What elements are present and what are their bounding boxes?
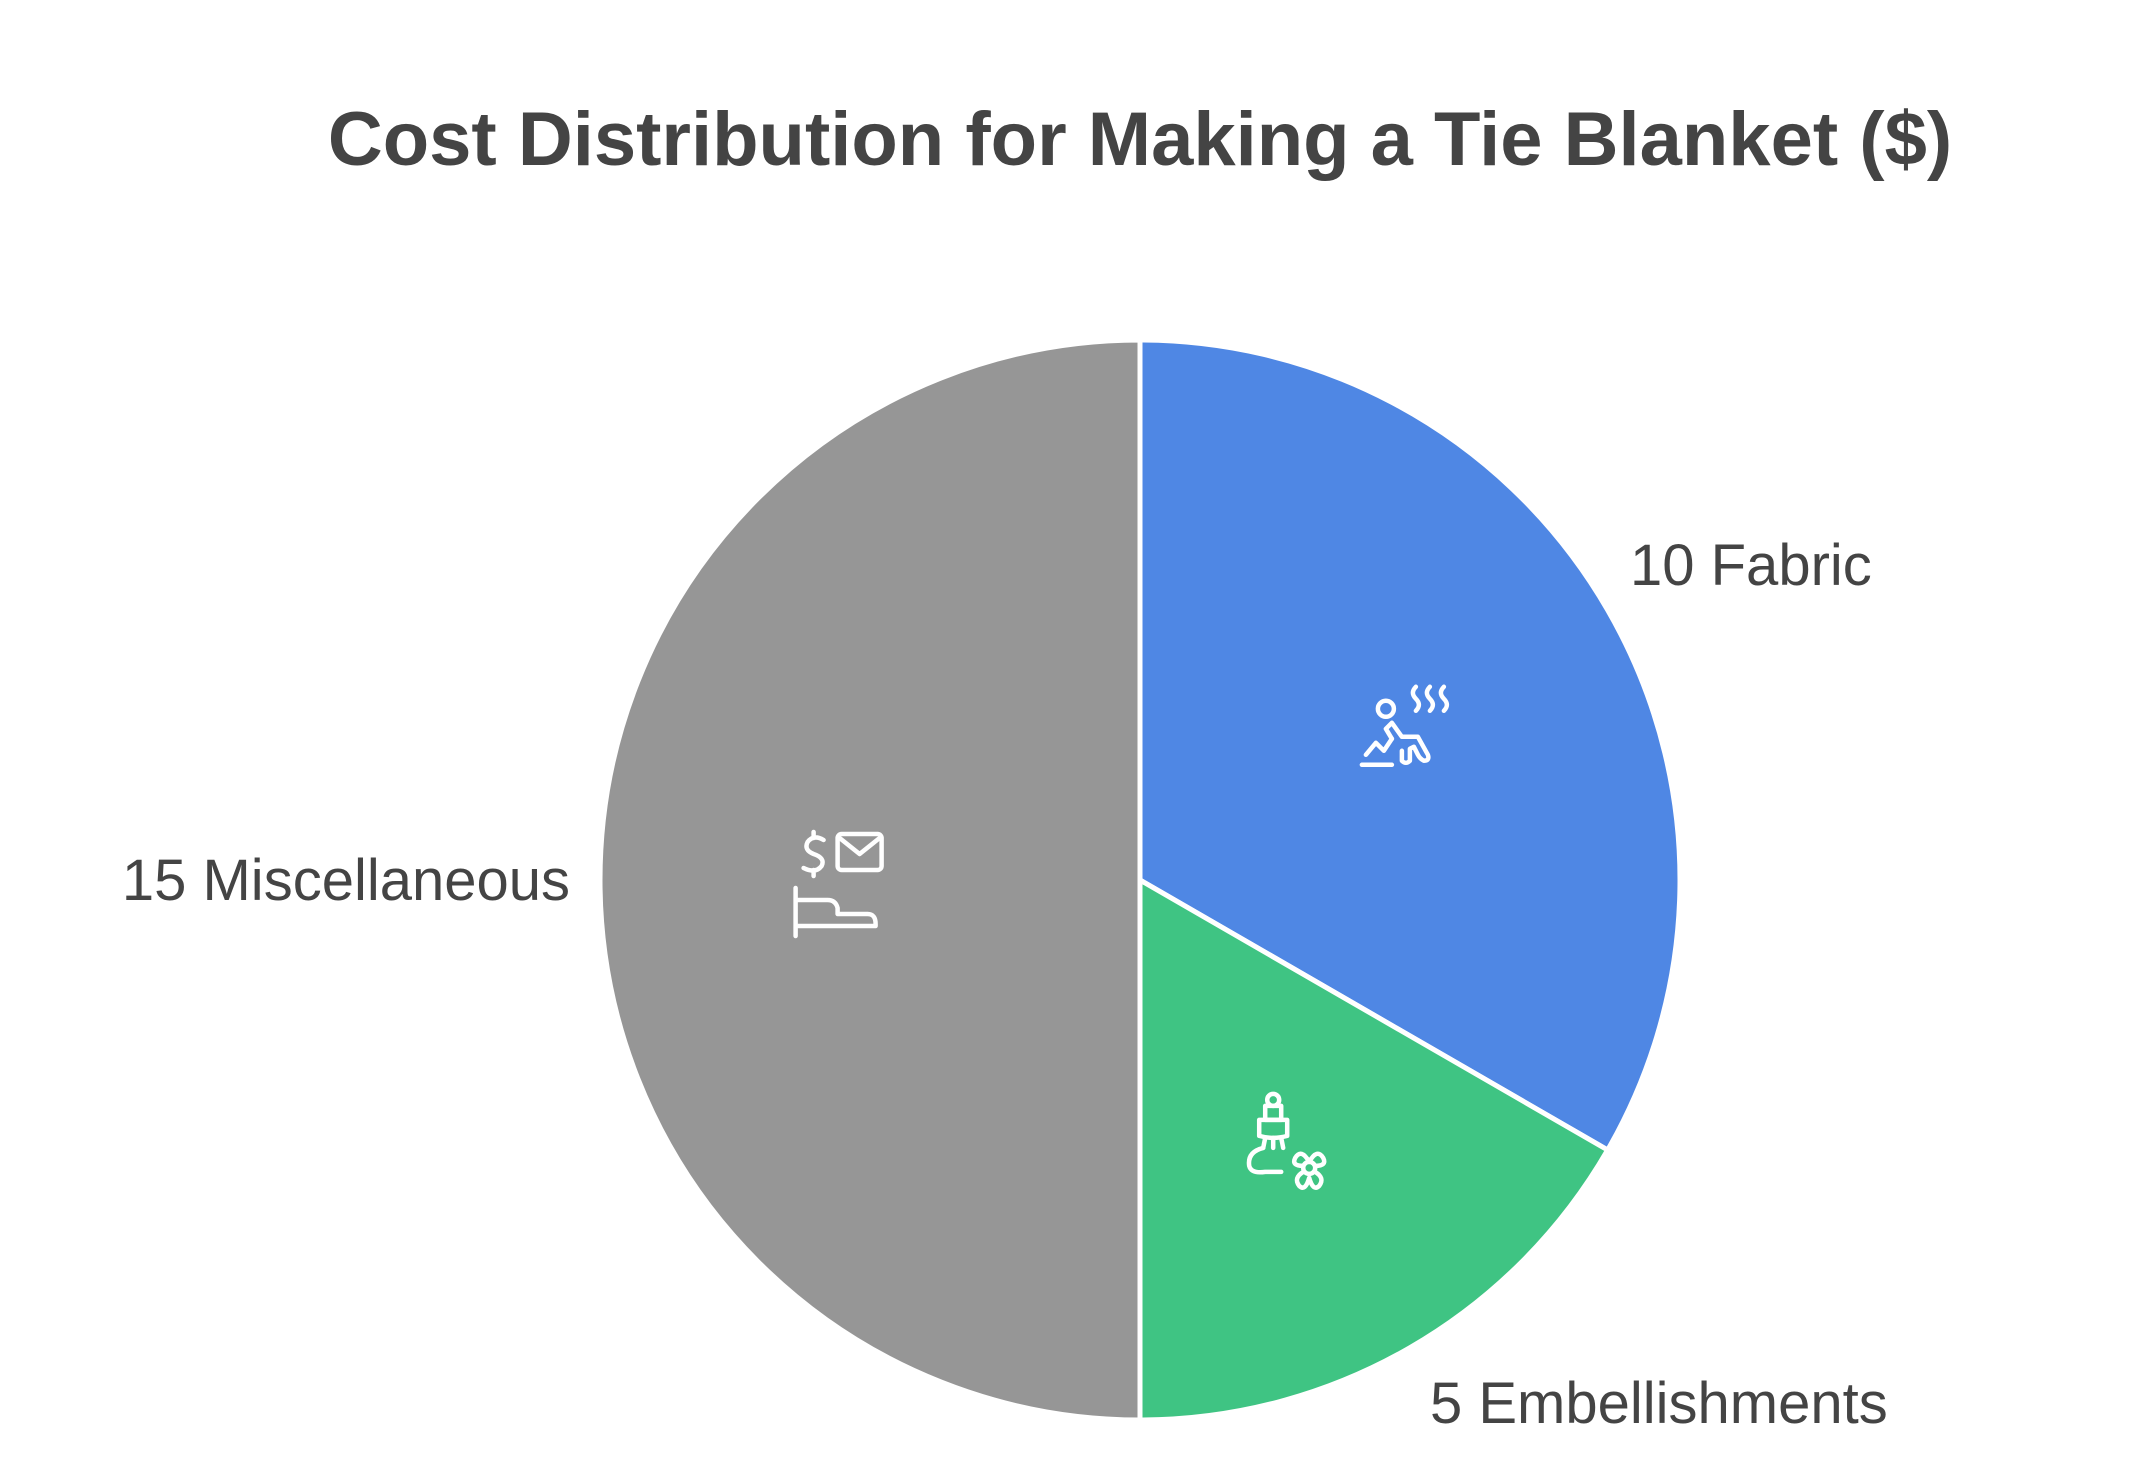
slice-icons <box>793 684 1450 1190</box>
slice-label-fabric: 10 Fabric <box>1630 533 1872 598</box>
hand-money-envelope-icon <box>793 829 884 939</box>
slice-label-embellishments: 5 Embellishments <box>1430 1371 1888 1436</box>
slice-label-miscellaneous: 15 Miscellaneous <box>122 848 570 913</box>
pie-slice-embellishments <box>1137 875 1612 1423</box>
paintbrush-flower-icon <box>1246 1091 1327 1190</box>
chart-title: Cost Distribution for Making a Tie Blank… <box>328 97 1952 182</box>
pie-slice-fabric <box>1137 337 1683 1154</box>
person-sauna-icon <box>1359 684 1450 768</box>
slice-labels: 10 Fabric 5 Embellishments 15 Miscellaneou… <box>122 533 1888 1436</box>
pie-slices <box>597 337 1683 1423</box>
pie-slice-miscellaneous <box>597 337 1143 1423</box>
